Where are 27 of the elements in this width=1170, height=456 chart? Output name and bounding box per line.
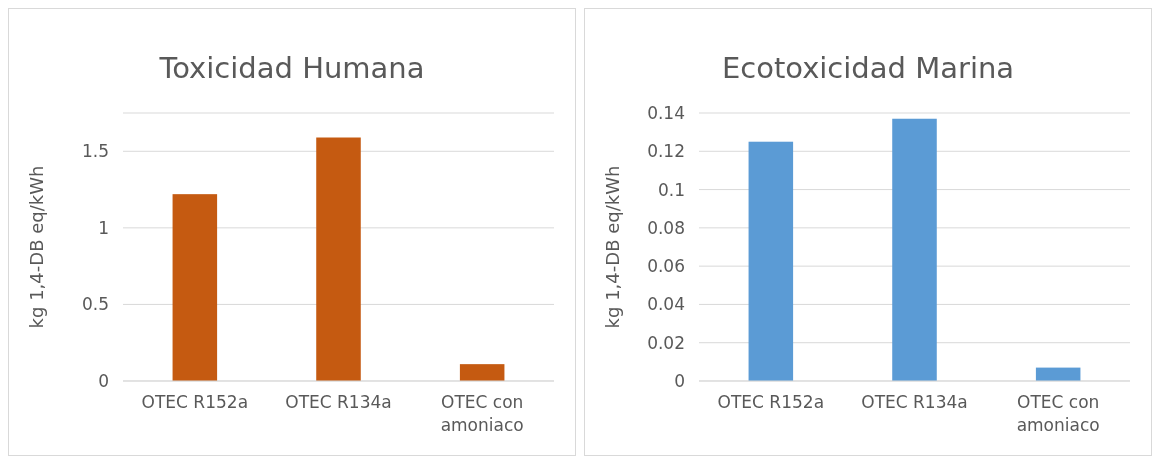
x-tick-label: OTEC con amoniaco: [440, 392, 524, 435]
y-tick-label: 0.04: [647, 294, 685, 315]
y-tick-label: 1: [98, 217, 109, 238]
x-tick-label: OTEC con amoniaco: [1016, 392, 1100, 435]
y-tick-label: 0.12: [647, 141, 685, 162]
chart-title: Ecotoxicidad Marina: [721, 51, 1015, 85]
bar: [459, 364, 505, 381]
y-tick-label: 0.1: [657, 179, 685, 200]
y-tick-label: 1.5: [81, 141, 109, 162]
y-tick-label: 0.14: [647, 102, 685, 123]
y-tick-label: 0: [674, 370, 685, 391]
x-tick-label: OTEC R152a: [141, 392, 249, 412]
bar: [748, 141, 794, 381]
bar: [892, 118, 937, 381]
bar: [172, 194, 218, 381]
x-tick-label: OTEC R134a: [285, 392, 392, 412]
x-tick-label: OTEC R134a: [861, 392, 968, 412]
x-tick-label: OTEC R152a: [717, 392, 825, 412]
y-tick-label: 0.02: [647, 332, 685, 353]
chart-title: Toxicidad Humana: [158, 51, 425, 85]
y-axis-title: kg 1,4-DB eq/kWh: [26, 165, 47, 329]
y-tick-label: 0.5: [81, 294, 109, 315]
y-tick-label: 0.08: [647, 217, 685, 238]
y-tick-label: 0: [98, 370, 109, 391]
bar: [316, 137, 361, 381]
y-axis-title: kg 1,4-DB eq/kWh: [602, 165, 623, 329]
y-tick-label: 0.06: [647, 256, 685, 277]
